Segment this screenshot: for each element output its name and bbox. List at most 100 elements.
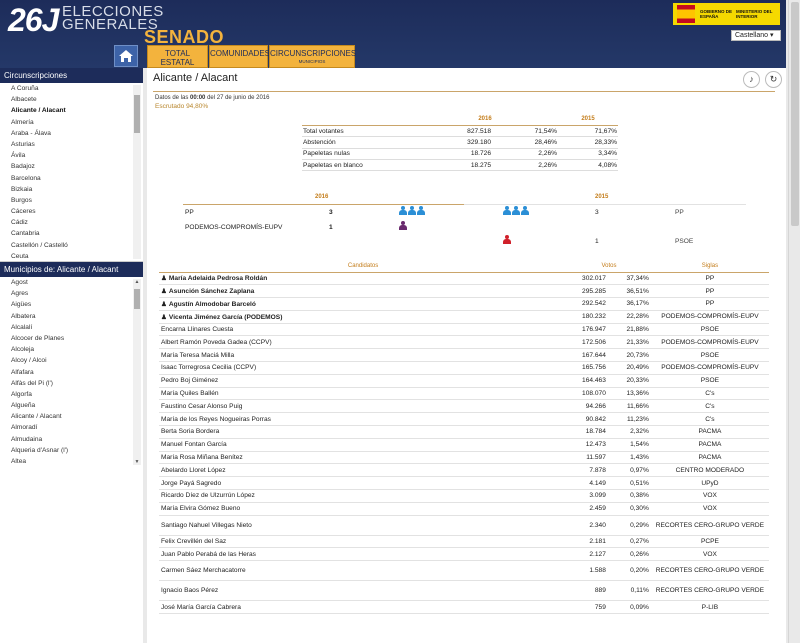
candidate-percent: 0,27% xyxy=(607,535,651,549)
candidate-row: Ricardo Díez de Ulzurrún López 3.099 0,38%… xyxy=(159,489,769,503)
circunscripcion-item[interactable]: Asturias xyxy=(11,140,35,148)
candidate-percent: 2,32% xyxy=(607,425,651,439)
candidate-percent: 21,88% xyxy=(607,323,651,337)
municipios-list[interactable]: ▲ ▼ Agost Agres Aigües Albatera Alcalalí Alco… xyxy=(0,277,143,467)
candidate-sigla: VOX xyxy=(650,547,769,562)
window-scrollbar[interactable] xyxy=(788,0,800,643)
circunscripcion-item[interactable]: Badajoz xyxy=(11,163,35,171)
circunscripcion-item[interactable]: Albacete xyxy=(11,96,37,104)
circunscripciones-scrollbar[interactable] xyxy=(133,85,141,259)
candidate-votes: 12.473 xyxy=(567,438,608,452)
municipio-item[interactable]: Alcocer de Planes xyxy=(11,334,65,342)
municipio-item[interactable]: Algueña xyxy=(11,402,36,410)
candidates-table: Candidatos Votos Siglas ♟ María Adelaida … xyxy=(159,261,769,615)
circunscripcion-item[interactable]: Ávila xyxy=(11,152,26,160)
seat-party-2016: PP xyxy=(185,209,194,216)
circunscripciones-list[interactable]: A Coruña Albacete Alicante / Alacant Almerí… xyxy=(0,83,143,262)
candidate-percent: 0,29% xyxy=(607,515,651,536)
person-icon xyxy=(417,206,425,215)
candidate-name: Albert Ramón Poveda Gadea (CCPV) xyxy=(159,335,568,350)
scrollbar-thumb[interactable] xyxy=(134,289,140,309)
candidate-sigla: PACMA xyxy=(650,451,769,465)
candidate-name-text: Isaac Torregrosa Cecilia (CCPV) xyxy=(161,364,257,372)
municipio-item[interactable]: Alicante / Alacant xyxy=(11,413,62,421)
candidate-sigla: C's xyxy=(650,387,769,401)
circunscripcion-item[interactable]: Araba - Álava xyxy=(11,129,51,137)
window-scrollbar-thumb[interactable] xyxy=(791,2,799,226)
candidate-row: ♟ Vicenta Jiménez García (PODEMOS) 180.232… xyxy=(159,310,769,324)
candidate-name: Faustino Cesar Alonso Puig xyxy=(159,399,568,414)
scroll-down-icon[interactable]: ▼ xyxy=(134,459,140,465)
candidate-votes: 90.842 xyxy=(567,412,608,427)
scroll-up-icon[interactable]: ▲ xyxy=(134,279,140,285)
municipio-item[interactable]: Albatera xyxy=(11,312,36,320)
tab-label: COMUNIDADES xyxy=(210,49,271,58)
circunscripcion-item[interactable]: Alicante / Alacant xyxy=(11,107,66,115)
municipio-item[interactable]: Alfàs del Pi (l') xyxy=(11,379,53,387)
candidate-sigla: PODEMOS-COMPROMÍS-EUPV xyxy=(650,310,769,324)
circunscripcion-item[interactable]: Almería xyxy=(11,118,34,126)
municipio-item[interactable]: Alcoleja xyxy=(11,346,35,354)
candidate-name-text: María Elvira Gómez Bueno xyxy=(161,505,241,513)
circunscripcion-item[interactable]: Cáceres xyxy=(11,208,36,216)
candidate-sigla: P-LIB xyxy=(650,600,769,615)
percent-2016: 28,46% xyxy=(492,136,558,149)
candidate-percent: 1,43% xyxy=(607,451,651,465)
candidate-percent: 22,28% xyxy=(607,310,651,324)
candidate-row: Isaac Torregrosa Cecilia (CCPV) 165.756 20… xyxy=(159,361,769,375)
municipio-item[interactable]: Altea xyxy=(11,458,27,465)
candidate-votes: 2.340 xyxy=(567,515,608,536)
municipio-item[interactable]: Almoradí xyxy=(11,424,38,432)
tab-comunidades[interactable]: COMUNIDADES xyxy=(209,45,271,68)
tab-total-estatal[interactable]: TOTAL ESTATAL xyxy=(147,45,208,68)
circunscripcion-item[interactable]: Burgos xyxy=(11,196,32,204)
year-2015-header: 2015 xyxy=(558,114,618,126)
elected-icon: ♟ xyxy=(161,300,167,308)
circunscripcion-item[interactable]: Barcelona xyxy=(11,174,41,182)
seats-2015-divider xyxy=(464,204,746,205)
candidate-votes: 2.459 xyxy=(567,502,608,516)
escrutado-status: Escrutado 94,80% xyxy=(155,103,209,110)
candidate-percent: 13,36% xyxy=(607,387,651,401)
candidate-votes: 180.232 xyxy=(567,310,608,324)
candidate-name: José María García Cabrera xyxy=(159,600,568,615)
refresh-button[interactable]: ↻ xyxy=(765,71,782,88)
tab-circunscripciones[interactable]: CIRCUNSCRIPCIONES MUNICIPIOS xyxy=(269,45,356,68)
municipio-item[interactable]: Almudaina xyxy=(11,435,43,443)
municipio-item[interactable]: Aigües xyxy=(11,301,32,309)
municipio-item[interactable]: Agres xyxy=(11,290,29,298)
candidate-name: Ricardo Díez de Ulzurrún López xyxy=(159,489,568,503)
candidate-name: María Teresa Maciá Milla xyxy=(159,348,568,363)
municipio-item[interactable]: Algorfa xyxy=(11,390,32,398)
percent-2015: 28,33% xyxy=(558,136,618,149)
scrollbar-thumb[interactable] xyxy=(134,95,140,133)
municipios-scrollbar[interactable]: ▲ ▼ xyxy=(133,279,141,465)
home-button[interactable] xyxy=(114,45,138,67)
candidate-sigla: PACMA xyxy=(650,425,769,439)
candidate-name-text: Manuel Fontan García xyxy=(161,441,227,449)
candidate-votes: 94.266 xyxy=(567,399,608,414)
candidate-name-text: Faustino Cesar Alonso Puig xyxy=(161,402,243,410)
circunscripcion-item[interactable]: Cádiz xyxy=(11,219,28,227)
municipio-item[interactable]: Alfafara xyxy=(11,368,34,376)
circunscripcion-item[interactable]: Bizkaia xyxy=(11,185,33,193)
municipio-item[interactable]: Alcoy / Alcoi xyxy=(11,357,47,365)
candidate-votes: 18.784 xyxy=(567,425,608,439)
circunscripcion-item[interactable]: Cantabria xyxy=(11,230,40,238)
circunscripcion-item[interactable]: A Coruña xyxy=(11,85,39,92)
candidate-name: ♟ Agustín Almodobar Barceló xyxy=(159,297,568,311)
bell-button[interactable]: ♪ xyxy=(743,71,760,88)
circunscripcion-item[interactable]: Castellón / Castelló xyxy=(11,241,68,249)
language-select[interactable]: Castellano ▾ xyxy=(731,30,781,41)
seat-count-2016: 3 xyxy=(329,209,333,216)
circunscripcion-item[interactable]: Ceuta xyxy=(11,252,29,260)
percent-2016: 2,26% xyxy=(492,159,558,172)
candidate-votes: 108.070 xyxy=(567,387,608,401)
candidate-percent: 0,51% xyxy=(607,476,651,491)
person-icon xyxy=(408,206,416,215)
candidate-votes: 4.149 xyxy=(567,476,608,491)
municipio-item[interactable]: Alcalalí xyxy=(11,323,33,331)
candidate-row: Pedro Boj Giménez 164.463 20,33% PSOE xyxy=(159,374,769,388)
municipio-item[interactable]: Agost xyxy=(11,279,28,286)
municipio-item[interactable]: Alqueria d'Asnar (l') xyxy=(11,446,69,454)
